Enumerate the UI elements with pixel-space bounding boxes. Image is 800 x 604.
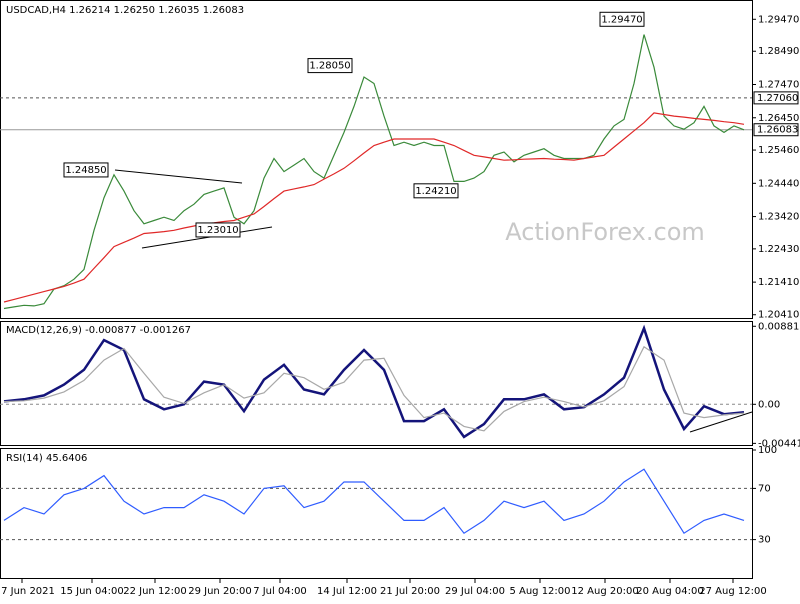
x-tick-label: 7 Jul 04:00 [253, 586, 307, 597]
x-tick-label: 12 Aug 20:00 [571, 586, 638, 597]
macd-title: MACD(12,26,9) -0.000877 -0.001267 [6, 325, 191, 336]
annotation-label: 1.23010 [197, 225, 238, 236]
y-tick-label: -0.004416 [758, 438, 800, 449]
rsi-title: RSI(14) 45.6406 [6, 453, 87, 464]
y-tick-label: 0.00 [758, 399, 780, 410]
y-tick-label: 1.27470 [758, 80, 799, 91]
chart-title: USDCAD,H4 1.26214 1.26250 1.26035 1.2608… [6, 5, 244, 16]
series-line [3, 345, 745, 432]
annotation-label: 1.24210 [415, 186, 456, 197]
annotation-label: 1.29470 [601, 14, 642, 25]
series-line [3, 112, 745, 303]
y-tick-label: 1.22430 [758, 244, 799, 255]
x-tick-label: 27 Aug 12:00 [699, 586, 766, 597]
level-label: 1.26083 [757, 125, 798, 136]
level-label-box [753, 123, 799, 137]
rsi-panel [0, 448, 753, 579]
y-tick-label: 70 [758, 483, 771, 494]
x-tick-label: 20 Aug 04:00 [636, 586, 703, 597]
y-tick-label: 100 [758, 445, 777, 456]
x-tick-label: 22 Jun 12:00 [123, 586, 187, 597]
y-tick-label: 1.23420 [758, 212, 799, 223]
annotation-label: 1.24850 [65, 165, 106, 176]
trend-line [689, 411, 753, 433]
y-tick-label: 0.008816 [758, 321, 800, 332]
x-tick-label: 14 Jul 12:00 [317, 586, 377, 597]
main-panel [0, 0, 753, 319]
x-tick-label: 21 Jul 20:00 [380, 586, 440, 597]
macd-panel [0, 321, 753, 446]
trend-line [114, 169, 243, 184]
series-line [3, 324, 745, 439]
annotation-label: 1.28050 [309, 61, 350, 72]
annotation-box [195, 222, 241, 238]
annotation-box [307, 58, 353, 74]
x-tick-label: 5 Aug 12:00 [509, 586, 570, 597]
annotation-box [599, 11, 645, 27]
y-tick-label: 30 [758, 535, 771, 546]
x-tick-label: 7 Jun 2021 [1, 586, 55, 597]
x-tick-label: 29 Jul 04:00 [445, 586, 505, 597]
series-line [3, 468, 745, 535]
x-tick-label: 15 Jun 04:00 [60, 586, 124, 597]
y-tick-label: 1.29470 [758, 14, 799, 25]
x-tick-label: 29 Jun 20:00 [188, 586, 252, 597]
trend-line [141, 226, 273, 249]
watermark: ActionForex.com [505, 218, 705, 246]
y-tick-label: 1.28490 [758, 46, 799, 57]
annotation-box [413, 183, 459, 199]
y-tick-label: 1.24440 [758, 178, 799, 189]
y-tick-label: 1.26450 [758, 113, 799, 124]
y-tick-label: 1.21410 [758, 277, 799, 288]
level-label-box [753, 91, 799, 105]
series-line [3, 34, 745, 310]
level-label: 1.27060 [757, 93, 798, 104]
y-tick-label: 1.20410 [758, 310, 799, 321]
y-tick-label: 1.25460 [758, 145, 799, 156]
annotation-box [63, 162, 109, 178]
